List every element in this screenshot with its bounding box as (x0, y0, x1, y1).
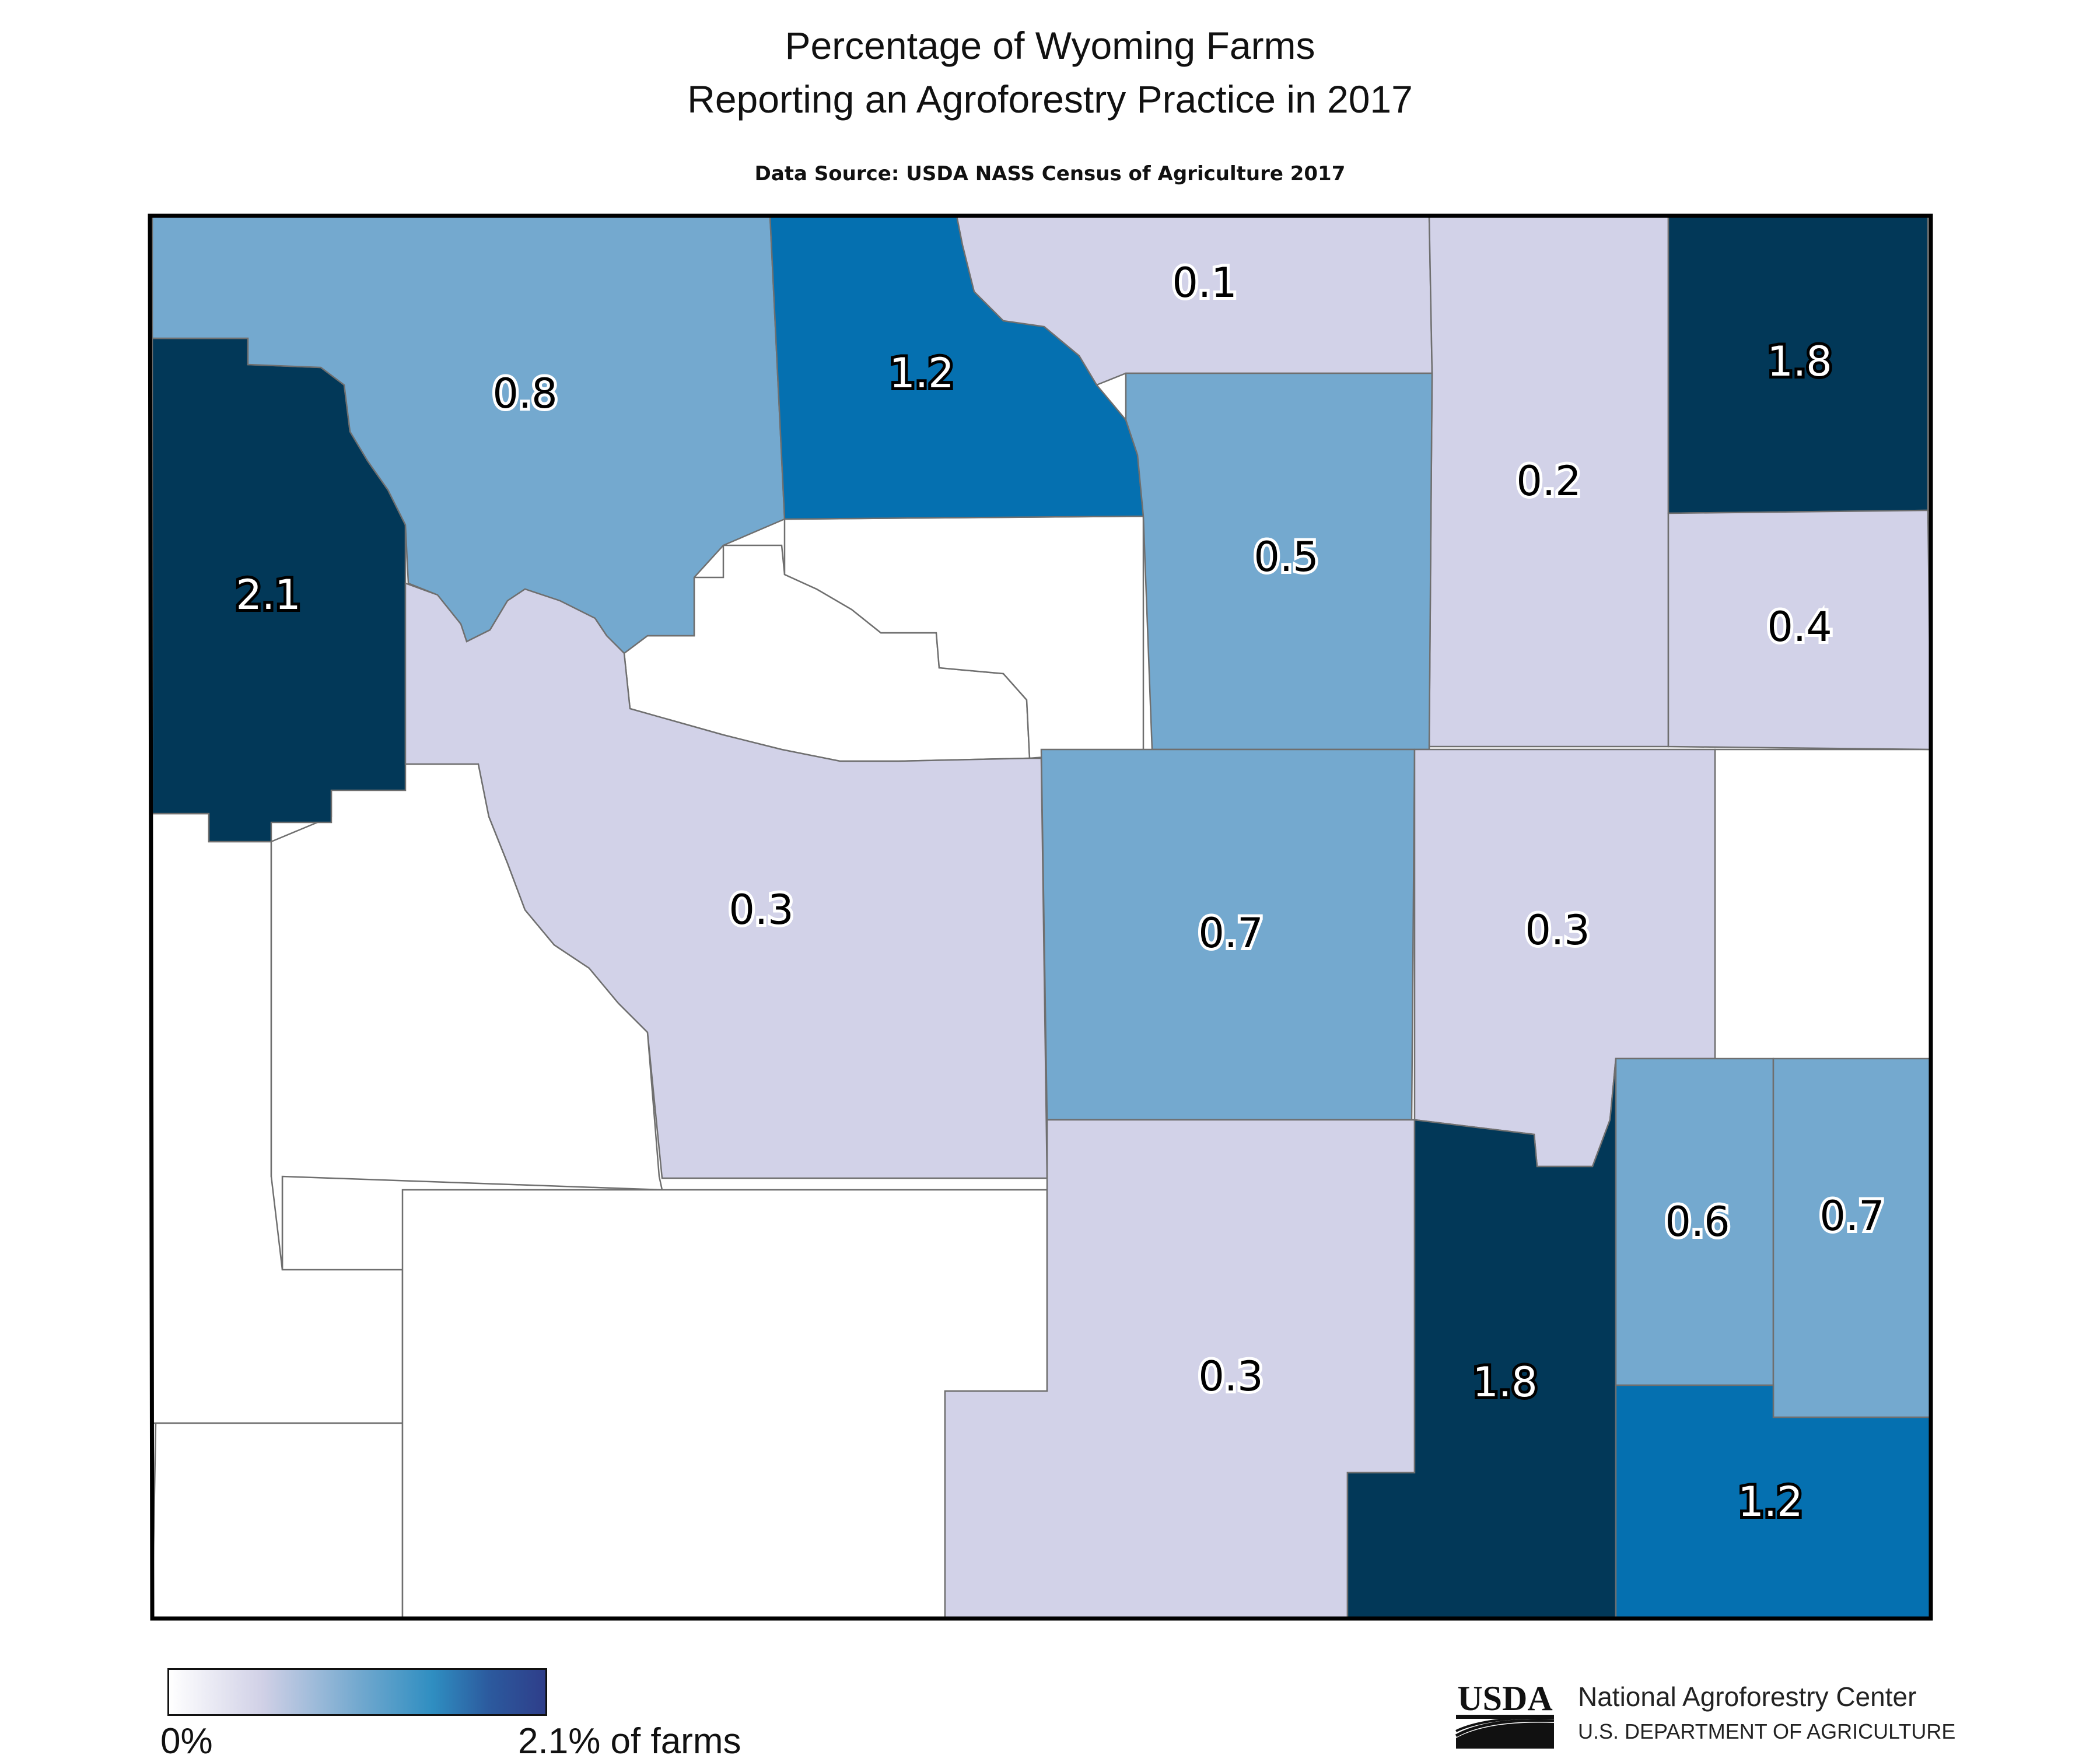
county-label: 1.8 (1472, 1358, 1537, 1406)
usda-logo: USDA (1455, 1680, 1555, 1749)
county-uinta (151, 1422, 404, 1620)
map-title-line1: Percentage of Wyoming Farms (785, 24, 1315, 67)
county-label: 1.2 (1738, 1478, 1803, 1526)
county-label: 0.8 (492, 370, 557, 418)
map-title-line2: Reporting an Agroforestry Practice in 20… (687, 78, 1413, 121)
county-label: 0.2 (1516, 457, 1581, 505)
county-label: 0.6 (1665, 1198, 1730, 1246)
data-source-note: Data Source: USDA NASS Census of Agricul… (754, 162, 1346, 185)
county-label: 1.8 (1767, 338, 1832, 386)
usda-logo-text: USDA (1457, 1680, 1552, 1718)
legend-min-label: 0% (160, 1721, 213, 1761)
county-label: 1.2 (889, 349, 954, 397)
legend-max-label: 2.1% of farms (518, 1721, 741, 1761)
county-label: 0.3 (1525, 906, 1590, 954)
county-label: 0.3 (729, 886, 793, 934)
county-label: 0.4 (1767, 603, 1832, 651)
county-johnson (1125, 372, 1433, 751)
state-outline (148, 213, 1933, 1621)
county-label: 2.1 (236, 571, 300, 619)
county-label: 0.3 (1198, 1353, 1263, 1400)
department-name: U.S. DEPARTMENT OF AGRICULTURE (1578, 1719, 1956, 1743)
legend-color-ramp (167, 1668, 547, 1716)
county-label: 0.5 (1254, 533, 1318, 581)
center-name: National Agroforestry Center (1578, 1682, 1917, 1712)
county-label: 0.1 (1172, 259, 1237, 307)
county-label: 0.7 (1198, 909, 1263, 957)
county-niobrara (1714, 748, 1932, 1061)
county-fremont (404, 582, 1048, 1179)
county-label: 0.7 (1819, 1192, 1884, 1240)
